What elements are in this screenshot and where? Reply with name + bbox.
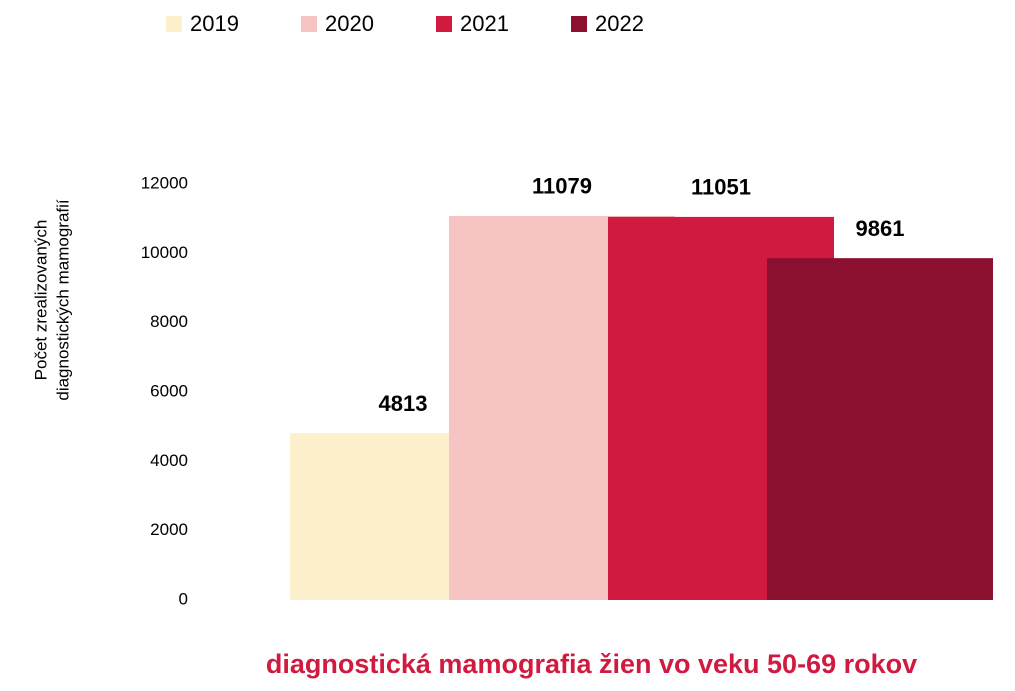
value-label: 9861 xyxy=(856,216,905,241)
y-tick-label: 12000 xyxy=(141,173,188,192)
value-label: 11051 xyxy=(691,175,751,200)
legend-label: 2021 xyxy=(460,11,509,36)
legend-swatch xyxy=(571,16,587,32)
y-tick-label: 2000 xyxy=(150,520,188,539)
legend-label: 2020 xyxy=(325,11,374,36)
value-label: 4813 xyxy=(379,391,428,416)
y-axis-label-line: diagnostických mamografií xyxy=(53,199,72,401)
y-tick-label: 8000 xyxy=(150,312,188,331)
y-tick-label: 6000 xyxy=(150,381,188,400)
y-axis-label: Počet zrealizovaných diagnostických mamo… xyxy=(31,199,72,401)
y-axis-label-line: Počet zrealizovaných xyxy=(31,220,50,381)
y-tick-label: 10000 xyxy=(141,243,188,262)
legend-label: 2022 xyxy=(595,11,644,36)
value-label: 11079 xyxy=(532,174,592,199)
legend-swatch xyxy=(301,16,317,32)
legend-swatch xyxy=(436,16,452,32)
legend-swatch xyxy=(166,16,182,32)
legend-label: 2019 xyxy=(190,11,239,36)
bar xyxy=(767,258,993,600)
y-tick-label: 0 xyxy=(179,589,188,608)
y-tick-label: 4000 xyxy=(150,451,188,470)
x-tick-label: diagnostická mamografia žien vo veku 50-… xyxy=(266,649,917,679)
